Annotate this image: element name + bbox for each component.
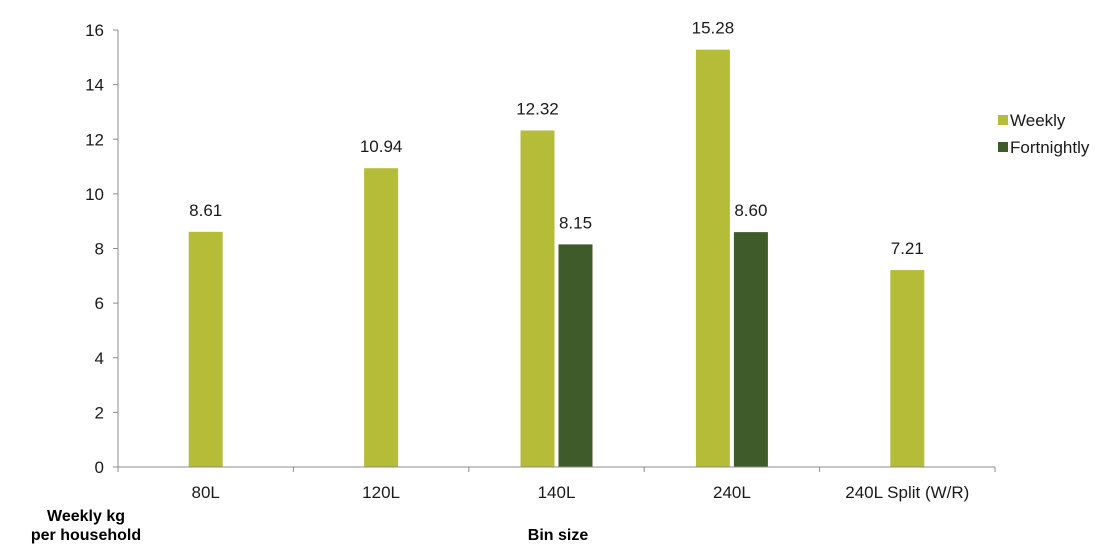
x-axis-title: Bin size xyxy=(528,527,589,544)
bar-fortnightly-4 xyxy=(733,232,768,467)
y-tick-label: 0 xyxy=(95,458,104,477)
data-label: 8.60 xyxy=(734,201,767,220)
y-tick-label: 2 xyxy=(95,403,104,422)
legend-label-weekly: Weekly xyxy=(1010,111,1066,130)
y-tick-label: 8 xyxy=(95,240,104,259)
bar-weekly-2 xyxy=(364,168,399,468)
legend-swatch-weekly xyxy=(998,115,1008,125)
y-axis-title-line-1: Weekly kg xyxy=(47,508,125,525)
data-label: 8.15 xyxy=(559,213,592,232)
legend-swatch-fortnightly xyxy=(998,142,1008,152)
data-label: 10.94 xyxy=(360,137,403,156)
bar-weekly-4 xyxy=(695,49,730,467)
bar-fortnightly-3 xyxy=(558,244,593,467)
y-axis-title-line-2: per household xyxy=(31,527,141,544)
x-tick-label: 80L xyxy=(192,483,220,502)
data-label: 15.28 xyxy=(692,19,735,38)
data-label: 8.61 xyxy=(189,201,222,220)
y-tick-label: 4 xyxy=(95,349,104,368)
bar-weekly-3 xyxy=(520,130,555,467)
y-axis-ticks: 0 2 4 6 8 10 12 14 16 xyxy=(85,21,118,477)
x-tick-label: 120L xyxy=(362,483,400,502)
x-tick-label: 240L Split (W/R) xyxy=(845,483,969,502)
y-tick-label: 6 xyxy=(95,294,104,313)
x-tick-label: 140L xyxy=(538,483,576,502)
legend-label-fortnightly: Fortnightly xyxy=(1010,138,1090,157)
x-axis-ticks: 80L 120L 140L 240L 240L Split (W/R) xyxy=(117,467,996,502)
bars xyxy=(188,49,925,468)
x-tick-label: 240L xyxy=(713,483,751,502)
bar-weekly-5 xyxy=(890,270,925,467)
y-tick-label: 16 xyxy=(85,21,104,40)
y-tick-label: 10 xyxy=(85,185,104,204)
data-labels: 8.61 10.94 12.32 8.15 15.28 8.60 7.21 xyxy=(189,19,924,258)
bar-weekly-1 xyxy=(188,231,223,467)
legend: Weekly Fortnightly xyxy=(998,111,1090,157)
y-tick-label: 14 xyxy=(85,76,104,95)
data-label: 12.32 xyxy=(516,100,559,119)
data-label: 7.21 xyxy=(891,239,924,258)
y-tick-label: 12 xyxy=(85,130,104,149)
